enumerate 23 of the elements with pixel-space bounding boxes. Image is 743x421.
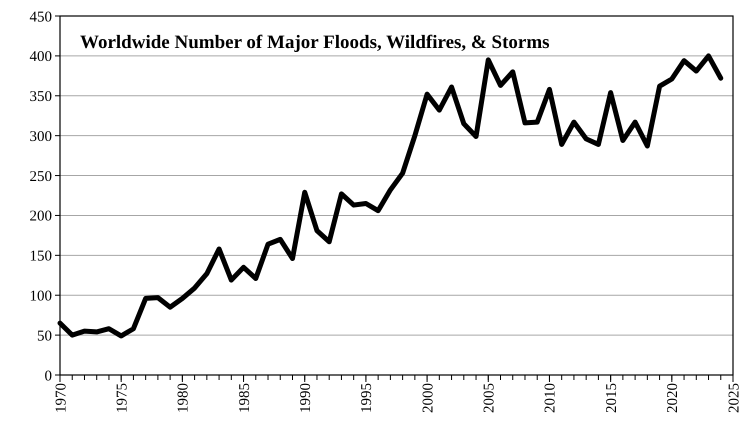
x-tick-label: 1970 — [53, 383, 70, 413]
y-tick-label: 300 — [30, 128, 52, 145]
y-tick-label: 250 — [30, 168, 52, 185]
x-tick-label: 1975 — [114, 383, 130, 413]
x-tick-label: 1990 — [298, 383, 314, 413]
text: Worldwide Number of Major Floods, Wildfires, & Storms — [80, 32, 550, 53]
x-tick-label: 2020 — [665, 383, 682, 413]
y-tick-label: 0 — [44, 368, 52, 384]
x-tick-label: 2025 — [726, 383, 742, 413]
y-tick-label: 50 — [37, 328, 52, 344]
x-tick-label: 1980 — [176, 383, 192, 413]
x-tick-label: 2010 — [542, 383, 559, 413]
y-tick-label: 350 — [30, 89, 52, 106]
x-tick-label: 2015 — [604, 383, 620, 413]
y-tick-label: 200 — [30, 208, 52, 225]
x-tick-label: 2005 — [482, 383, 498, 413]
x-tick-label: 1985 — [236, 383, 253, 413]
y-tick-label: 400 — [30, 49, 52, 66]
y-tick-label: 450 — [30, 9, 52, 26]
x-tick-label: 2000 — [420, 383, 436, 413]
y-tick-label: 100 — [30, 288, 52, 304]
y-tick-label: 150 — [30, 248, 52, 265]
x-tick-label: 1995 — [359, 383, 376, 413]
